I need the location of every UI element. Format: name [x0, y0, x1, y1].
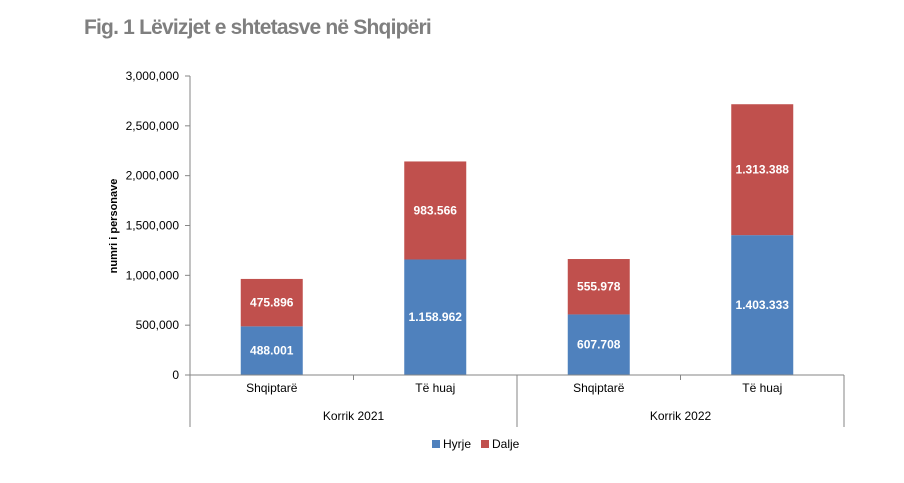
- bar-segment-dalje: [404, 161, 467, 260]
- y-tick-label: 500,000: [136, 318, 180, 332]
- bar-segment-hyrje: [404, 259, 467, 375]
- legend-swatch-hyrje: [432, 440, 440, 448]
- bar-segment-dalje: [731, 104, 794, 236]
- category-label: Shqiptarë: [246, 381, 298, 395]
- category-label: Shqiptarë: [573, 381, 625, 395]
- legend: Hyrje Dalje: [432, 437, 520, 451]
- data-label: 1.313.388: [736, 163, 790, 177]
- data-label: 555.978: [577, 280, 621, 294]
- group-label: Korrik 2022: [650, 409, 712, 423]
- bar-segment-dalje: [567, 259, 630, 315]
- group-label: Korrik 2021: [323, 409, 385, 423]
- data-label: 488.001: [250, 344, 294, 358]
- legend-label: Hyrje: [443, 437, 471, 451]
- y-tick-label: 3,000,000: [126, 69, 180, 83]
- y-axis-label: numri i personave: [108, 179, 120, 274]
- bar-segment-hyrje: [240, 326, 303, 375]
- y-tick-label: 1,500,000: [126, 219, 180, 233]
- y-axis: 0 500,000 1,000,000 1,500,000 2,000,000 2,500…: [126, 69, 191, 427]
- legend-swatch-dalje: [481, 440, 489, 448]
- data-label: 983.566: [414, 203, 458, 217]
- category-label: Të huaj: [415, 381, 455, 395]
- x-axis: Shqiptarë Të huaj Shqiptarë Të huaj Korrik 2…: [190, 374, 845, 427]
- bars: 488.001 475.896 1.158.962 983.566 607.708 555…: [240, 104, 794, 375]
- legend-label: Dalje: [492, 437, 520, 451]
- bar-segment-dalje: [240, 278, 303, 327]
- y-tick-label: 2,000,000: [126, 169, 180, 183]
- data-label: 1.403.333: [736, 298, 790, 312]
- y-tick-label: 1,000,000: [126, 268, 180, 282]
- category-label: Të huaj: [742, 381, 782, 395]
- data-label: 607.708: [577, 338, 621, 352]
- y-tick-label: 0: [172, 368, 179, 382]
- y-tick-label: 2,500,000: [126, 119, 180, 133]
- data-label: 475.896: [250, 296, 294, 310]
- page-title: Fig. 1 Lëvizjet e shtetasve në Shqipëri: [84, 16, 432, 39]
- bar-segment-hyrje: [731, 235, 794, 375]
- bar-segment-hyrje: [567, 314, 630, 375]
- data-label: 1.158.962: [409, 310, 463, 324]
